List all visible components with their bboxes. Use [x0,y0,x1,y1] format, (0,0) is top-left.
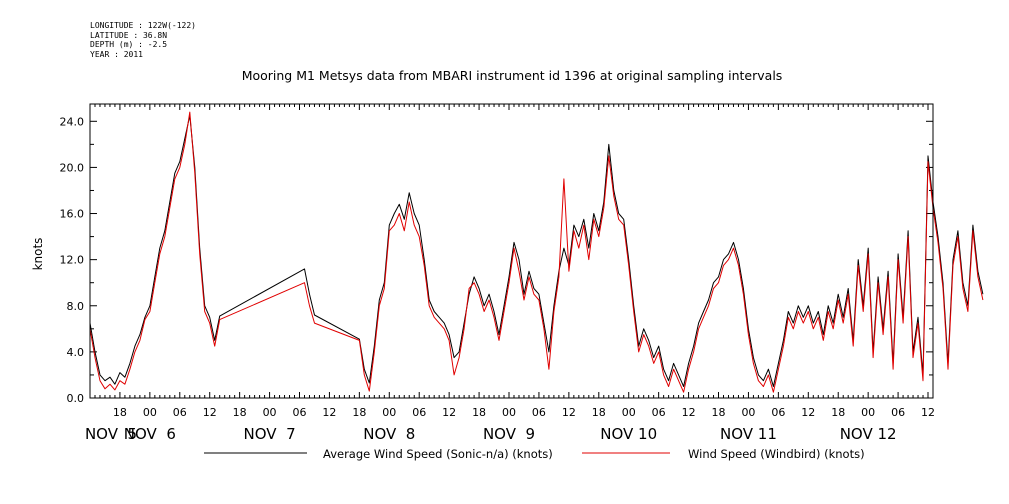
day-label: NOV 10 [600,425,657,443]
x-tick-label: 00 [263,406,277,419]
x-tick-label: 00 [622,406,636,419]
x-tick-label: 18 [352,406,366,419]
y-tick-labels: 0.0 4.0 8.0 12.0 16.0 20.0 24.0 [60,115,85,405]
metadata-block: LONGITUDE : 122W(-122) LATITUDE : 36.8N … [90,21,196,59]
y-tick-label: 0.0 [67,392,85,405]
x-tick-label: 18 [472,406,486,419]
x-tick-label: 00 [741,406,755,419]
series-average-wind-line [89,115,984,387]
x-tick-label: 06 [173,406,187,419]
x-tick-label: 00 [502,406,516,419]
x-tick-label: 12 [442,406,456,419]
day-label: NOV 8 [363,425,415,443]
legend-label-windbird: Wind Speed (Windbird) (knots) [688,447,865,461]
x-tick-label: 12 [322,406,336,419]
meta-latitude: LATITUDE : 36.8N [90,30,168,40]
x-tick-label: 06 [771,406,785,419]
legend: Average Wind Speed (Sonic-n/a) (knots) Wi… [204,447,865,461]
x-tick-label: 06 [532,406,546,419]
series-windbird-line [89,111,984,393]
axis-ticks [89,104,934,399]
plot-frame [89,103,934,399]
x-tick-label: 18 [233,406,247,419]
meta-depth: DEPTH (m) : -2.5 [90,40,168,49]
y-tick-label: 8.0 [67,300,85,313]
x-tick-label: 12 [921,406,935,419]
x-tick-label: 00 [143,406,157,419]
legend-label-average: Average Wind Speed (Sonic-n/a) (knots) [323,447,553,461]
y-tick-label: 24.0 [60,115,85,128]
x-tick-label: 12 [203,406,217,419]
series-lines [89,111,984,393]
x-tick-label: 06 [652,406,666,419]
x-tick-label: 06 [412,406,426,419]
day-label: NOV 6 [124,425,176,443]
x-tick-label: 00 [382,406,396,419]
y-tick-label: 16.0 [60,208,85,221]
meta-year: YEAR : 2011 [90,49,143,59]
x-tick-label: 18 [712,406,726,419]
meta-longitude: LONGITUDE : 122W(-122) [90,21,196,30]
y-axis-label: knots [31,238,45,271]
x-tick-label: 18 [113,406,127,419]
day-label: NOV 5 [85,425,137,443]
x-tick-label: 06 [293,406,307,419]
y-tick-label: 4.0 [67,346,85,359]
x-tick-label: 12 [562,406,576,419]
x-tick-label: 00 [861,406,875,419]
x-tick-label: 12 [682,406,696,419]
day-label: NOV 7 [244,425,296,443]
x-tick-label: 18 [592,406,606,419]
day-label: NOV 12 [840,425,897,443]
x-tick-labels: 18 00 06 12 18 00 06 12 18 00 06 12 18 00 06 12 18 00 06 12… [113,406,935,419]
y-tick-label: 20.0 [60,161,85,174]
x-tick-label: 18 [831,406,845,419]
chart-title: Mooring M1 Metsys data from MBARI instru… [242,68,783,83]
x-tick-label: 12 [801,406,815,419]
day-label: NOV 11 [720,425,777,443]
y-tick-label: 12.0 [60,254,85,267]
x-tick-label: 06 [891,406,905,419]
day-label: NOV 9 [483,425,535,443]
